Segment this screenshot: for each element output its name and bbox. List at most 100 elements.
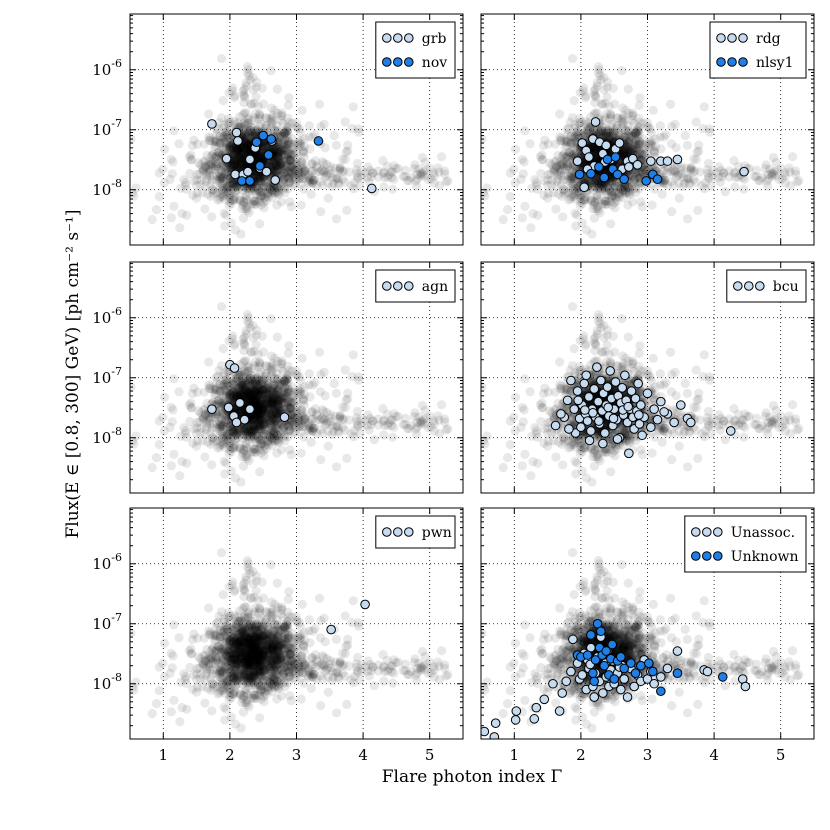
background-point: [686, 163, 696, 173]
background-point: [241, 137, 251, 148]
background-point: [281, 143, 291, 153]
background-point: [436, 152, 447, 162]
point-grb: [243, 166, 253, 177]
background-point: [596, 125, 606, 135]
background-point: [279, 150, 289, 160]
background-point: [297, 163, 308, 173]
background-point: [467, 218, 476, 227]
background-point: [272, 147, 282, 158]
background-point: [204, 135, 214, 146]
background-point: [215, 138, 226, 148]
background-point: [266, 122, 276, 133]
background-point: [614, 192, 624, 202]
background-point: [224, 88, 234, 98]
background-point: [272, 151, 282, 162]
background-point: [261, 196, 271, 206]
background-point: [335, 163, 345, 173]
background-point: [209, 187, 219, 197]
background-point: [355, 181, 365, 191]
background-point: [288, 171, 299, 181]
background-point: [238, 109, 248, 120]
background-point: [256, 153, 266, 163]
background-point: [285, 155, 295, 165]
background-point: [182, 210, 192, 220]
background-point: [289, 144, 299, 154]
background-point: [265, 114, 276, 124]
background-point: [254, 151, 264, 161]
background-point: [273, 148, 283, 158]
background-point: [280, 143, 290, 153]
background-point: [272, 144, 282, 155]
background-point: [631, 128, 641, 138]
background-point: [260, 193, 270, 204]
background-point: [204, 167, 214, 178]
background-point: [246, 183, 256, 194]
background-point: [300, 165, 310, 175]
background-point: [219, 161, 229, 171]
background-point: [351, 165, 362, 175]
background-point: [231, 182, 241, 192]
background-point: [212, 137, 222, 147]
point-grb: [233, 136, 243, 146]
background-point: [602, 182, 613, 193]
background-point: [240, 138, 250, 148]
background-point: [215, 178, 225, 188]
background-point: [218, 142, 228, 152]
background-point: [221, 210, 231, 220]
background-point: [272, 183, 282, 193]
background-point: [199, 157, 209, 167]
background-point: [593, 205, 603, 216]
background-point: [391, 163, 401, 174]
background-point: [280, 182, 290, 192]
background-point: [537, 154, 548, 165]
background-point: [637, 202, 647, 212]
background-point: [271, 166, 281, 176]
background-point: [184, 152, 194, 162]
background-point: [275, 132, 285, 142]
background-point: [220, 131, 230, 141]
background-point: [306, 167, 316, 177]
background-point: [269, 125, 279, 135]
background-point: [273, 189, 283, 200]
background-point: [238, 143, 248, 153]
background-point: [657, 189, 667, 199]
background-point: [236, 154, 246, 164]
background-point: [283, 129, 293, 139]
background-point: [262, 157, 273, 168]
background-point: [225, 140, 235, 150]
background-point: [594, 183, 604, 193]
background-point: [232, 143, 242, 153]
background-point: [597, 122, 607, 133]
background-point: [600, 196, 611, 206]
background-point: [634, 129, 644, 139]
background-point: [269, 159, 280, 169]
background-point: [243, 65, 254, 75]
background-point: [227, 145, 237, 155]
background-point: [526, 223, 536, 233]
background-point: [517, 213, 527, 223]
background-point: [429, 171, 439, 181]
background-point: [279, 178, 289, 188]
background-point: [232, 147, 243, 157]
background-point: [275, 131, 285, 141]
background-point: [597, 126, 608, 136]
background-point: [608, 182, 618, 192]
background-point: [612, 120, 623, 131]
point-nov: [263, 150, 274, 160]
background-point: [281, 172, 291, 182]
background-point: [228, 154, 238, 164]
background-point: [244, 130, 255, 140]
background-point: [205, 159, 215, 169]
background-point: [542, 193, 553, 203]
background-point: [329, 130, 339, 141]
background-point: [282, 146, 292, 156]
background-point: [631, 139, 641, 149]
legend-marker: [382, 33, 392, 43]
background-point: [223, 183, 233, 193]
background-point: [606, 131, 616, 141]
background-point: [231, 153, 242, 163]
background-point: [315, 167, 325, 177]
background-point: [282, 140, 292, 150]
